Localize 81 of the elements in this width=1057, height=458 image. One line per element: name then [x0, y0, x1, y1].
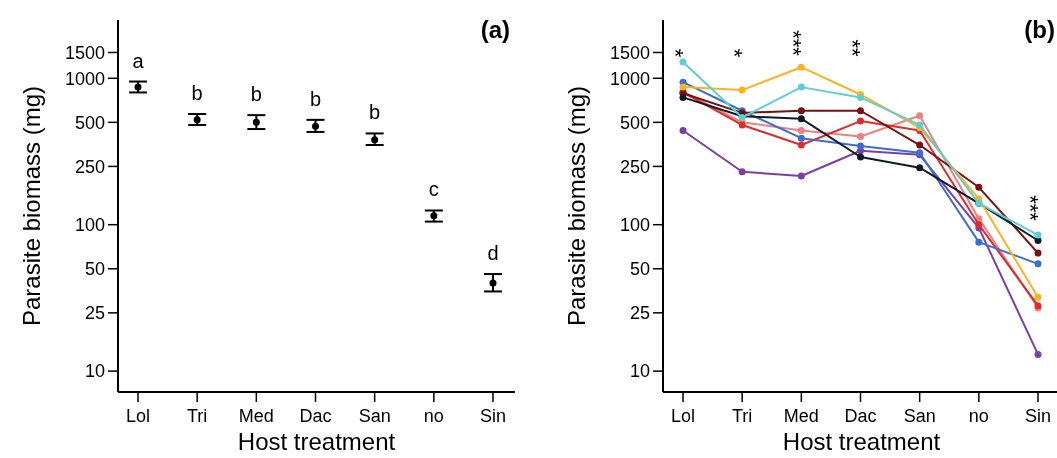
annotation: b	[369, 101, 381, 124]
point	[489, 279, 497, 287]
point	[916, 112, 924, 120]
point	[371, 136, 379, 144]
chart-title: (a)	[480, 16, 510, 43]
point	[797, 107, 805, 115]
y-tick-label: 250	[74, 156, 105, 177]
annotation: a	[132, 49, 145, 72]
x-tick-label: no	[968, 406, 989, 426]
annotation: b	[250, 83, 262, 106]
x-tick-label: Lol	[125, 406, 151, 426]
point	[1034, 350, 1042, 358]
point	[312, 122, 319, 130]
y-tick-label: 500	[619, 112, 650, 133]
point	[1034, 260, 1042, 268]
y-tick-label: 50	[629, 259, 650, 280]
x-tick-label: Lol	[670, 406, 696, 426]
point	[975, 238, 983, 246]
point	[857, 133, 864, 141]
x-tick-label: San	[358, 406, 391, 426]
x-tick-label: Dac	[299, 406, 332, 426]
point	[857, 142, 864, 150]
y-tick-label: 10	[629, 361, 650, 382]
point	[797, 63, 805, 71]
y-tick-label: 100	[619, 214, 650, 235]
y-tick-label: 25	[84, 303, 105, 324]
point	[857, 117, 864, 125]
x-tick-label: Sin	[479, 406, 507, 426]
point	[679, 58, 687, 66]
annotation: **	[840, 39, 866, 57]
x-tick-label: Tri	[732, 406, 753, 426]
point	[797, 141, 805, 149]
y-axis-title: Parasite biomass (mg)	[18, 85, 45, 327]
y-tick-label: 25	[629, 303, 650, 324]
point	[1034, 249, 1042, 257]
point	[679, 83, 687, 91]
x-axis-title: Host treatment	[782, 428, 941, 455]
point	[797, 134, 805, 142]
point	[975, 183, 983, 191]
point	[916, 141, 924, 149]
annotation: ***	[1017, 195, 1043, 222]
x-tick-label: Dac	[844, 406, 877, 426]
y-tick-label: 100	[74, 214, 105, 235]
point	[797, 172, 805, 180]
chart-title: (b)	[1024, 16, 1055, 43]
x-tick-label: Tri	[187, 406, 208, 426]
annotation: ***	[780, 30, 806, 57]
point	[738, 86, 746, 94]
annotation: *	[662, 48, 688, 58]
point	[1034, 231, 1042, 239]
point	[857, 107, 864, 115]
point	[679, 93, 687, 101]
annotation: b	[191, 82, 203, 105]
point	[679, 126, 687, 134]
point	[797, 83, 805, 91]
x-tick-label: Med	[238, 406, 274, 426]
point	[797, 126, 805, 134]
y-tick-label: 250	[619, 156, 650, 177]
y-tick-label: 10	[84, 361, 105, 382]
y-tick-label: 50	[84, 259, 105, 280]
x-tick-label: Sin	[1024, 406, 1052, 426]
point	[797, 115, 805, 123]
y-tick-label: 1000	[64, 68, 105, 89]
y-axis-title: Parasite biomass (mg)	[563, 85, 590, 327]
x-tick-label: Med	[783, 406, 819, 426]
x-tick-label: San	[903, 406, 936, 426]
y-tick-label: 1500	[64, 42, 105, 63]
point	[252, 118, 260, 126]
y-tick-label: 500	[74, 112, 105, 133]
point	[1034, 293, 1042, 301]
annotation: b	[309, 87, 322, 110]
annotation: c	[428, 178, 439, 201]
point	[738, 168, 746, 176]
annotation: *	[721, 48, 747, 58]
y-tick-label: 1000	[609, 68, 650, 89]
point	[857, 153, 864, 161]
y-tick-label: 1500	[609, 42, 650, 63]
annotation: d	[487, 242, 499, 265]
point	[916, 164, 924, 172]
x-axis-title: Host treatment	[237, 428, 396, 455]
x-tick-label: no	[423, 406, 444, 426]
